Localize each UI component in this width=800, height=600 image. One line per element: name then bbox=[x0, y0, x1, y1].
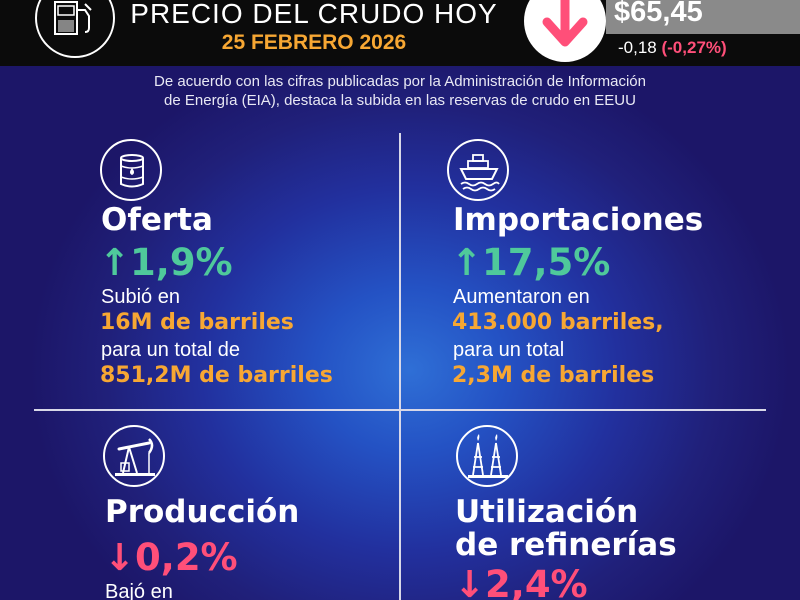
oferta-line-4: 851,2M de barriles bbox=[100, 363, 333, 388]
importaciones-line-4: 2,3M de barriles bbox=[452, 363, 655, 388]
produccion-title: Producción bbox=[105, 494, 300, 530]
up-arrow-icon: ↑ bbox=[99, 241, 131, 284]
refinerias-title-line-2: de refinerías bbox=[455, 527, 677, 563]
refinerias-title-line-1: Utilización bbox=[455, 494, 639, 530]
price-box bbox=[606, 0, 800, 34]
refinerias-value: 2,4% bbox=[485, 563, 588, 600]
oferta-metric: ↑1,9% bbox=[99, 243, 233, 283]
importaciones-line-3: para un total bbox=[453, 339, 565, 361]
page-date: 25 FEBRERO 2026 bbox=[221, 31, 407, 54]
change-absolute: -0,18 bbox=[618, 38, 657, 57]
produccion-line-1: Bajó en bbox=[105, 581, 173, 600]
oil-barrel-icon bbox=[100, 139, 162, 201]
oil-pumpjack-icon bbox=[103, 425, 165, 487]
down-arrow-icon: ↓ bbox=[104, 536, 136, 579]
importaciones-line-2: 413.000 barriles, bbox=[452, 310, 664, 335]
intro-line-2: de Energía (EIA), destaca la subida en l… bbox=[164, 92, 636, 109]
change-percent: (-0,27%) bbox=[661, 38, 727, 57]
oferta-title: Oferta bbox=[101, 202, 213, 238]
refinerias-metric: ↓2,4% bbox=[454, 565, 588, 600]
produccion-value: 0,2% bbox=[135, 536, 238, 579]
importaciones-metric: ↑17,5% bbox=[451, 243, 610, 283]
horizontal-divider bbox=[34, 409, 766, 411]
oferta-line-2: 16M de barriles bbox=[100, 310, 294, 335]
oferta-line-3: para un total de bbox=[101, 339, 240, 361]
importaciones-line-1: Aumentaron en bbox=[453, 286, 590, 308]
down-arrow-icon: ↓ bbox=[454, 563, 486, 600]
intro-line-1: De acuerdo con las cifras publicadas por… bbox=[154, 73, 646, 90]
price-change: -0,18 (-0,27%) bbox=[618, 38, 727, 58]
produccion-metric: ↓0,2% bbox=[104, 538, 238, 578]
page-title: PRECIO DEL CRUDO HOY bbox=[130, 0, 498, 29]
importaciones-title: Importaciones bbox=[453, 202, 704, 238]
intro-text: De acuerdo con las cifras publicadas por… bbox=[60, 72, 740, 110]
importaciones-value: 17,5% bbox=[482, 241, 611, 284]
oil-rig-icon bbox=[456, 425, 518, 487]
up-arrow-icon: ↑ bbox=[451, 241, 483, 284]
price-value: $65,45 bbox=[614, 0, 703, 28]
ship-icon bbox=[447, 139, 509, 201]
oferta-value: 1,9% bbox=[130, 241, 233, 284]
vertical-divider bbox=[399, 133, 401, 600]
oferta-line-1: Subió en bbox=[101, 286, 180, 308]
